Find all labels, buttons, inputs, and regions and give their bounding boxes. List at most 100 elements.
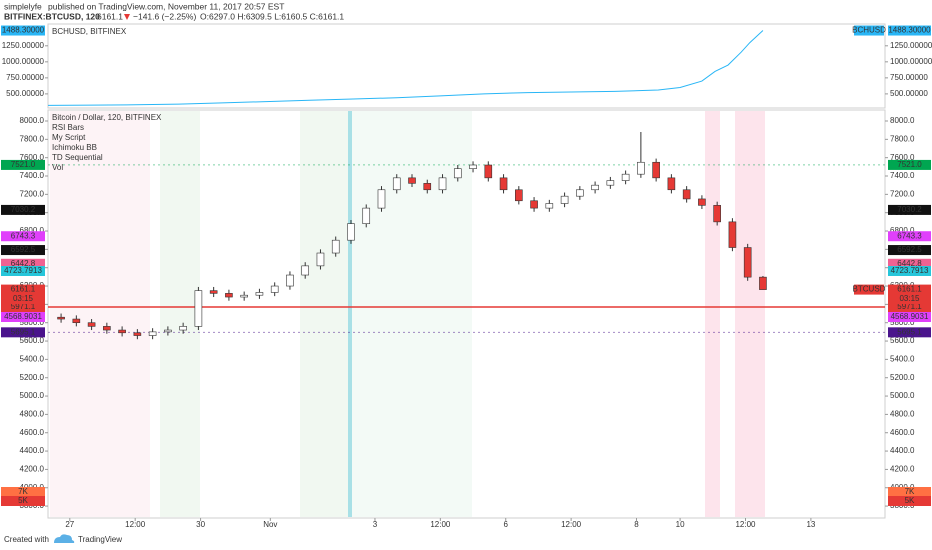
y-tick-label: 5000.0 bbox=[890, 391, 915, 400]
logo bbox=[54, 534, 75, 543]
candle-body bbox=[743, 247, 752, 278]
price-tag-label: 7521.0 bbox=[11, 160, 36, 169]
candle-body bbox=[133, 332, 142, 336]
candle-body bbox=[194, 290, 203, 327]
candle-body bbox=[530, 200, 538, 209]
price-tag-label: 1488.30000 bbox=[888, 26, 931, 35]
y-tick-label: 8000.0 bbox=[890, 116, 915, 125]
y-tick-label: 5800.0 bbox=[20, 318, 45, 327]
price-tag bbox=[1, 284, 45, 295]
price-tag-label: 6161.1 bbox=[11, 285, 36, 294]
price-tag-label: 4568.9031 bbox=[4, 312, 42, 321]
change: −141.6 (−2.25%) bbox=[133, 11, 196, 21]
last-price: 6161.1 bbox=[97, 11, 123, 21]
price-tag bbox=[888, 245, 931, 256]
price-tag-label: 4723.7913 bbox=[4, 266, 42, 275]
y-tick-label: 7800.0 bbox=[20, 134, 45, 143]
price-tag bbox=[888, 25, 931, 36]
y-tick-label: 1000.00000 bbox=[890, 57, 932, 66]
candle-body bbox=[103, 326, 111, 331]
price-line bbox=[47, 30, 764, 106]
symbol-tag bbox=[854, 25, 884, 36]
candle-body bbox=[240, 294, 248, 298]
y-tick-label: 5600.0 bbox=[890, 336, 915, 345]
candle-body bbox=[270, 285, 279, 293]
y-tick-label: 4600.0 bbox=[20, 428, 45, 437]
y-tick-label: 6800.0 bbox=[890, 226, 915, 235]
symbol-tag-label: BTCUSD bbox=[853, 285, 886, 294]
candle-body bbox=[576, 189, 584, 197]
candle-body bbox=[667, 177, 676, 191]
footer-created: Created with bbox=[4, 535, 49, 544]
candle-body bbox=[87, 322, 96, 327]
y-tick-label: 4400.0 bbox=[890, 446, 915, 455]
price-tag bbox=[1, 25, 45, 36]
price-tag bbox=[1, 327, 45, 338]
bg-stripe bbox=[735, 111, 765, 517]
published: published on TradingView.com, November 1… bbox=[48, 1, 284, 11]
price-tag bbox=[888, 204, 931, 215]
bg-stripe bbox=[50, 111, 150, 517]
bg-stripe bbox=[300, 111, 350, 517]
x-tick-label: 12:00 bbox=[125, 520, 146, 529]
x-tick-label: 30 bbox=[196, 520, 205, 529]
candle-body bbox=[392, 177, 401, 191]
candle-body bbox=[209, 290, 218, 294]
x-tick-label: 6 bbox=[504, 520, 509, 529]
pane-legend: BCHUSD, BITFINEX bbox=[52, 27, 127, 36]
y-tick-label: 8000.0 bbox=[20, 116, 45, 125]
y-tick-label: 5000.0 bbox=[20, 391, 45, 400]
price-tag-label: 4568.9031 bbox=[891, 312, 929, 321]
y-tick-label: 7600.0 bbox=[890, 153, 915, 162]
y-tick-label: 5800.0 bbox=[890, 318, 915, 327]
price-tag-label: 5695.1 bbox=[11, 327, 36, 336]
candle-body bbox=[560, 195, 569, 204]
price-tag bbox=[1, 231, 45, 242]
price-tag bbox=[888, 294, 931, 304]
candle-body bbox=[682, 189, 691, 200]
price-tag bbox=[888, 231, 931, 242]
candle-body bbox=[453, 168, 462, 179]
y-tick-label: 500.00000 bbox=[6, 89, 44, 98]
price-tag bbox=[1, 302, 45, 313]
candle-body bbox=[515, 189, 523, 202]
price-tag bbox=[1, 159, 45, 170]
price-tag-label: 6592.5 bbox=[897, 245, 922, 254]
price-tag bbox=[1, 496, 45, 506]
candle-body bbox=[728, 221, 737, 248]
ohlc: O:6297.0 H:6309.5 L:6160.5 C:6161.1 bbox=[200, 11, 344, 21]
price-tag bbox=[1, 266, 45, 276]
candle-body bbox=[545, 203, 554, 209]
down-arrow bbox=[124, 14, 130, 20]
footer-brand: TradingView bbox=[78, 535, 122, 544]
candle-body bbox=[164, 329, 172, 333]
candle-body bbox=[225, 293, 233, 298]
y-tick-label: 1000.00000 bbox=[2, 57, 45, 66]
y-tick-label: 6800.0 bbox=[20, 226, 45, 235]
price-tag-label: 6743.3 bbox=[897, 231, 922, 240]
price-tag bbox=[888, 487, 931, 497]
pane-legend: My Script bbox=[52, 133, 86, 142]
x-tick-label: 3 bbox=[373, 520, 378, 529]
price-tag-label: 5695.1 bbox=[897, 327, 922, 336]
candle-body bbox=[118, 329, 126, 334]
y-tick-label: 4600.0 bbox=[890, 428, 915, 437]
y-tick-label: 7200.0 bbox=[20, 189, 45, 198]
candle-body bbox=[316, 252, 325, 267]
candle-body bbox=[301, 265, 310, 276]
price-tag-label: 6442.8 bbox=[897, 259, 922, 268]
price-tag bbox=[888, 266, 931, 276]
price-tag bbox=[888, 312, 931, 322]
price-tag-label: 5971.1 bbox=[897, 302, 922, 311]
candle-body bbox=[148, 331, 157, 336]
price-tag-label: 5K bbox=[905, 496, 915, 505]
candle-body bbox=[255, 292, 264, 296]
price-tag-label: 1488.30000 bbox=[2, 26, 45, 35]
y-tick-label: 5600.0 bbox=[20, 336, 45, 345]
pane-legend: RSI Bars bbox=[52, 123, 84, 132]
pane-legend: Vol bbox=[52, 163, 63, 172]
price-tag bbox=[1, 204, 45, 215]
y-tick-label: 7800.0 bbox=[890, 134, 915, 143]
price-tag-label: 7K bbox=[18, 487, 28, 496]
